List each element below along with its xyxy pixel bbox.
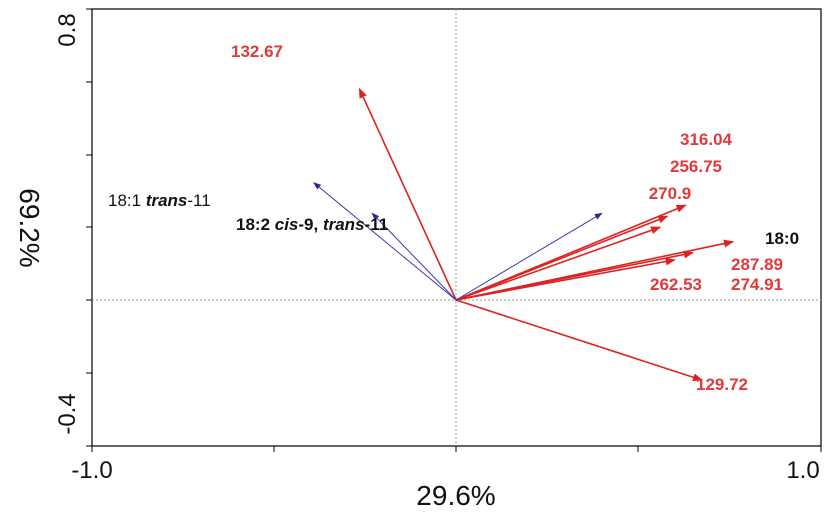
arrow-label-group: 132.67 316.04 256.75 270.9 262.53 287.89274.9… [108,42,799,394]
x-axis-ticks [91,446,822,452]
arrow-label-316-04: 316.04 [680,130,733,149]
arrow-18-1 [313,182,457,301]
arrow-270-9 [455,226,662,301]
arrow-129-72 [455,299,703,382]
arrow-256-75 [455,215,669,301]
arrow-132-67 [358,87,457,301]
arrow-label-18-2: 18:2 cis-9, trans-11 [236,215,388,234]
y-tick-label-max: 0.8 [54,13,81,46]
arrow-label-270-9: 270.9 [649,184,692,203]
arrow-label-256-75: 256.75 [670,157,722,176]
arrow-label-129-72: 129.72 [696,375,748,394]
x-tick-label-max: 1.0 [786,457,819,484]
arrow-274-91 [455,250,694,301]
arrow-label-18-1: 18:1 trans-11 [108,191,211,210]
arrow-label-262-53: 262.53 [650,275,702,294]
wavenumber-arrow-group [358,87,734,382]
fatty-acid-arrow-group [313,182,603,301]
arrow-label-274-91: 274.91 [731,275,783,294]
x-axis-title: 29.6% [416,480,495,511]
arrow-18-2 [371,212,457,301]
arrow-18-0 [455,212,603,301]
arrow-label-132-67: 132.67 [231,42,283,61]
y-axis-ticks [86,8,92,447]
arrow-label-18-0: 18:0 [765,229,799,248]
arrow-label-287-89: 287.89 [731,255,783,274]
y-tick-label-min: -0.4 [54,393,81,434]
x-tick-label-min: -1.0 [71,457,112,484]
y-axis-title: 69.2% [14,188,45,267]
